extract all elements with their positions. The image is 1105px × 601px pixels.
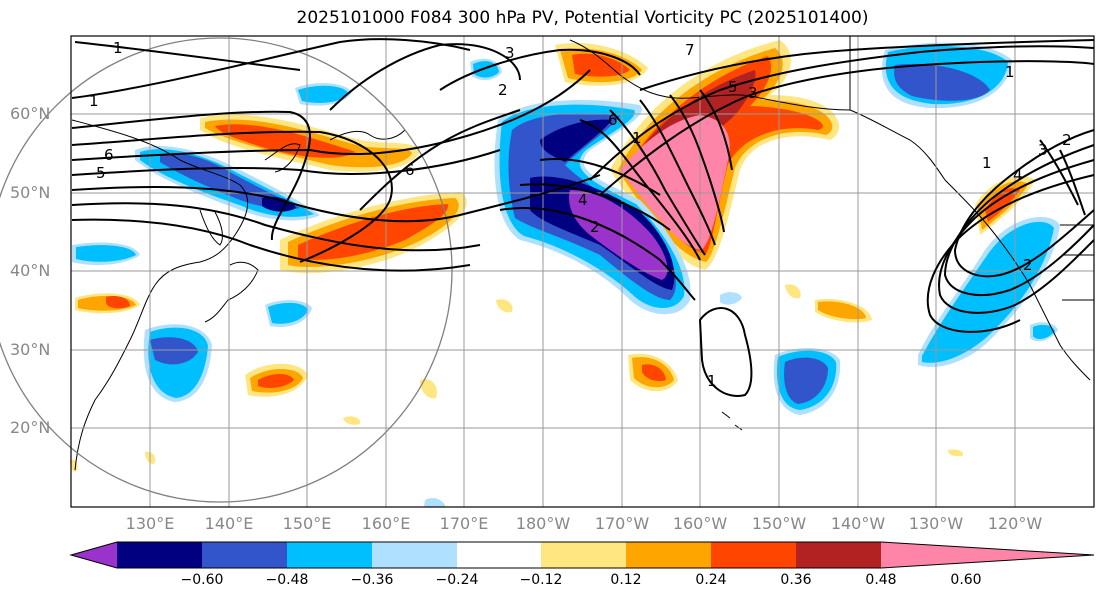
map-title: 2025101000 F084 300 hPa PV, Potential Vo… (296, 8, 869, 28)
colorbar-tick-label: 0.60 (950, 572, 982, 588)
colorbar-segment (457, 542, 541, 568)
colorbar-tick-label: 0.48 (865, 572, 897, 588)
lon-label: 170°E (439, 514, 489, 533)
colorbar-segment (541, 542, 626, 568)
contour-label: 2 (1023, 256, 1033, 274)
lat-label: 60°N (10, 104, 51, 123)
lon-label: 130°E (125, 514, 175, 533)
colorbar-segment (711, 542, 796, 568)
lon-label: 170°W (594, 514, 650, 533)
colorbar-extend-min (71, 542, 117, 568)
contour-label: 6 (104, 146, 114, 164)
map-frame (70, 35, 1095, 508)
lon-label: 160°E (361, 514, 411, 533)
contour-label: 1 (982, 154, 992, 172)
range-circle (0, 37, 453, 503)
contour-label: 5 (728, 78, 738, 96)
pv-contours (71, 38, 1095, 397)
contour-label: 1 (1005, 63, 1015, 81)
contour-label: 7 (685, 41, 695, 59)
lat-label: 40°N (10, 261, 51, 280)
lat-label: 20°N (10, 418, 51, 437)
lon-label: 180°W (515, 514, 571, 533)
contour-label: 5 (96, 164, 106, 182)
contour-label: 2 (498, 81, 508, 99)
lon-label: 160°W (672, 514, 728, 533)
lat-label: 50°N (10, 183, 51, 202)
colorbar-tick-label: 0.12 (610, 572, 642, 588)
lon-label: 130°W (908, 514, 964, 533)
lat-label: 30°N (10, 340, 51, 359)
colorbar-tick-label: −0.48 (265, 572, 309, 588)
colorbar-tick-label: 0.24 (695, 572, 727, 588)
colorbar-tick-label: 0.36 (780, 572, 812, 588)
colorbar-tick-label: −0.24 (435, 572, 479, 588)
lon-label: 150°W (751, 514, 807, 533)
contour-labels: 1 1 6 5 3 2 6 7 5 3 6 1 4 2 1 1 2 4 3 1 … (89, 39, 1072, 390)
contour-label: 6 (405, 161, 415, 179)
contour-label: 2 (1062, 131, 1072, 149)
colorbar-tick-label: −0.60 (180, 572, 224, 588)
colorbar (69, 541, 1095, 569)
colorbar-tick-label: −0.36 (350, 572, 394, 588)
contour-label: 2 (590, 218, 600, 236)
lon-label: 140°E (204, 514, 254, 533)
contour-label: 3 (748, 84, 758, 102)
contour-label: 3 (505, 44, 515, 62)
colorbar-extend-max (881, 542, 1094, 568)
colorbar-segment (117, 542, 202, 568)
contour-label: 3 (1038, 141, 1048, 159)
contour-label: 1 (89, 92, 99, 110)
colorbar-segment (796, 542, 881, 568)
colorbar-segment (287, 542, 372, 568)
lon-label: 120°W (987, 514, 1043, 533)
lon-label: 150°E (282, 514, 332, 533)
coastlines (71, 36, 1094, 471)
colorbar-tick-label: −0.12 (519, 572, 563, 588)
contour-label: 1 (707, 372, 717, 390)
contour-label: 4 (578, 191, 588, 209)
contour-label: 1 (113, 39, 123, 57)
contour-label: 1 (632, 129, 642, 147)
contour-label: 6 (608, 111, 618, 129)
colorbar-segment (626, 542, 711, 568)
contour-label: 4 (1013, 166, 1023, 184)
lon-label: 140°W (830, 514, 886, 533)
colorbar-segment (372, 542, 457, 568)
colorbar-segment (202, 542, 287, 568)
